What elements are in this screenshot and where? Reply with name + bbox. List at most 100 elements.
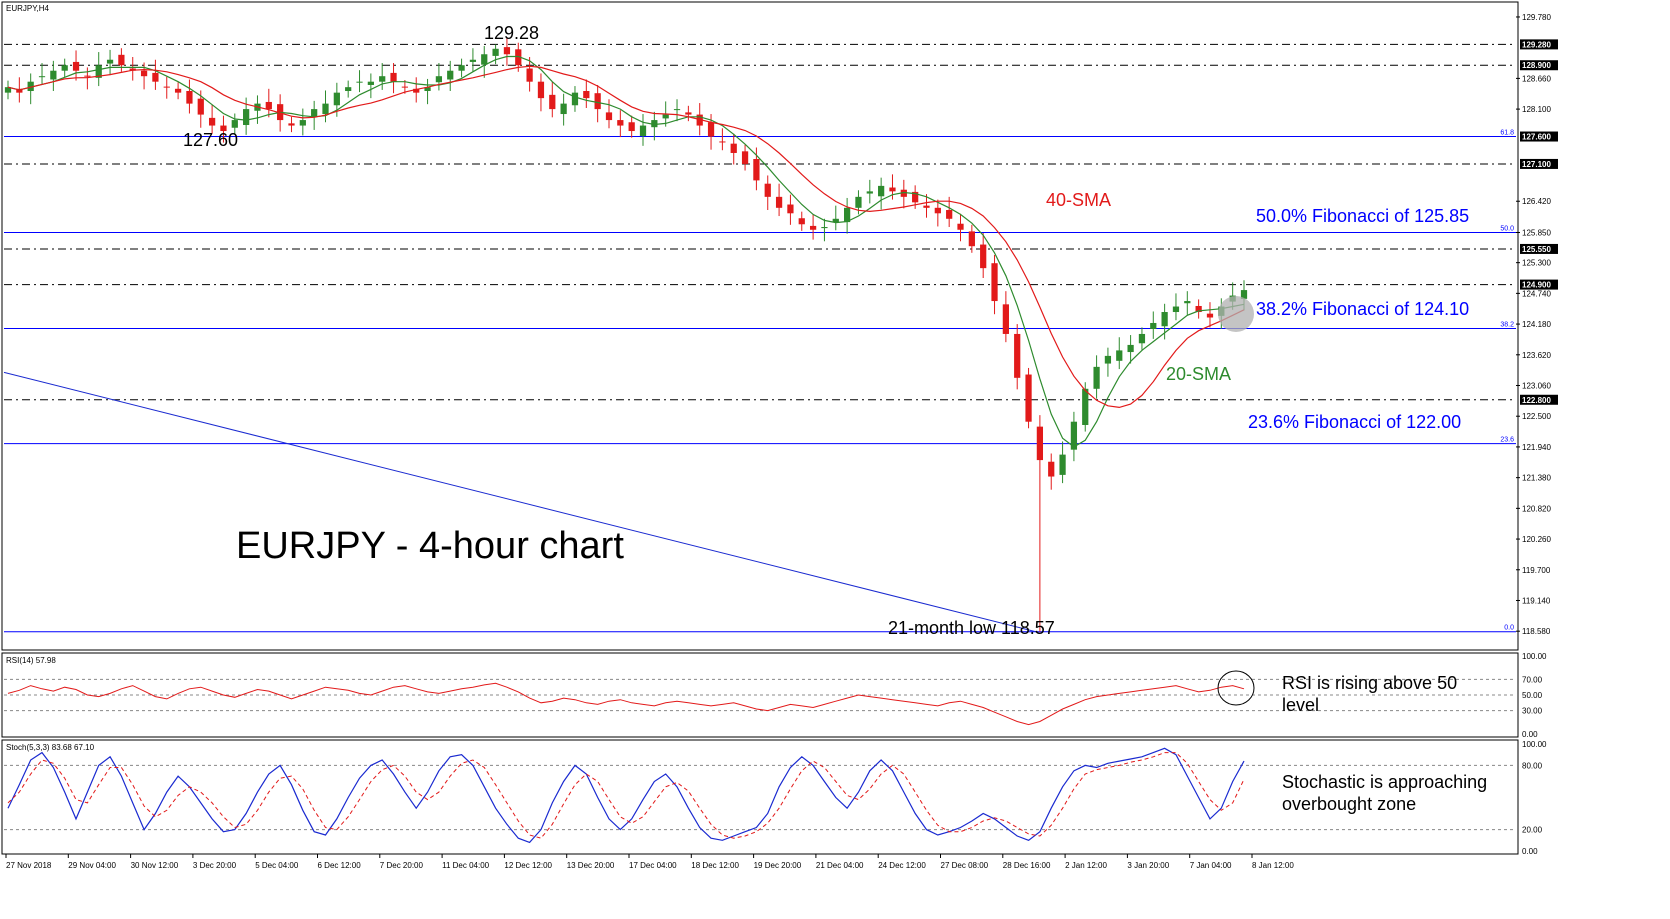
candle-body-19 [220, 125, 227, 132]
candle-body-88 [1002, 304, 1009, 334]
price-tick-10: 125.300 [1522, 259, 1551, 268]
price-tick-8: 125.850 [1522, 228, 1551, 237]
candle-body-82 [934, 207, 941, 214]
candle-body-66 [753, 159, 760, 181]
stoch-annotation-line2: overbought zone [1282, 794, 1416, 814]
price-tick-12: 124.740 [1522, 289, 1551, 298]
time-tick-16: 28 Dec 16:00 [1003, 861, 1051, 870]
candle-body-62 [707, 122, 715, 137]
stoch-tick-2: 20.00 [1522, 826, 1543, 835]
time-tick-5: 6 Dec 12:00 [318, 861, 362, 870]
time-tick-14: 24 Dec 12:00 [878, 861, 926, 870]
candle-body-70 [798, 218, 805, 225]
time-tick-7: 11 Dec 04:00 [442, 861, 490, 870]
candle-body-18 [208, 117, 216, 126]
time-tick-0: 27 Nov 2018 [6, 861, 52, 870]
candle-body-27 [311, 109, 318, 117]
candle-body-83 [946, 210, 953, 219]
candle-body-95 [1082, 388, 1089, 425]
price-tag-16: 122.800 [1522, 396, 1551, 405]
candle-body-67 [764, 183, 771, 197]
candle-body-94 [1070, 421, 1078, 450]
candle-body-45 [515, 49, 522, 66]
sma20-label: 20-SMA [1166, 364, 1231, 384]
stoch-header: Stoch(5,3,3) 83.68 67.10 [6, 743, 95, 752]
candle-body-21 [243, 109, 250, 126]
candle-body-55 [628, 122, 635, 132]
stoch-tick-3: 0.00 [1522, 847, 1538, 856]
candle-body-32 [367, 81, 374, 85]
time-tick-9: 13 Dec 20:00 [567, 861, 615, 870]
trendline-group [3, 371, 1037, 633]
price-tick-7: 126.420 [1522, 197, 1551, 206]
stoch-panel-frame [1, 739, 1519, 855]
candle-body-103 [1172, 306, 1180, 313]
time-tick-6: 7 Dec 20:00 [380, 861, 424, 870]
candle-body-2 [27, 81, 34, 92]
candle-body-41 [469, 59, 477, 62]
candle-body-87 [991, 263, 998, 302]
candle-body-72 [821, 227, 828, 229]
price-tick-15: 123.060 [1522, 382, 1551, 391]
price-tag-bg-6 [1520, 158, 1558, 169]
time-tick-4: 5 Dec 04:00 [255, 861, 299, 870]
low-label-12760: 127.60 [183, 130, 238, 150]
candle-body-10 [118, 54, 125, 66]
candle-body-98 [1116, 350, 1123, 361]
candle-body-35 [401, 86, 408, 88]
candle-body-5 [61, 65, 68, 71]
price-tick-17: 122.500 [1522, 412, 1551, 421]
rsi-tick-1: 70.00 [1522, 675, 1543, 684]
candle-body-12 [140, 70, 148, 77]
time-tick-10: 17 Dec 04:00 [629, 861, 677, 870]
candle-body-8 [95, 65, 102, 78]
fibonacci-lines: 50.0 38.2 23.6 61.8 0.0 [4, 130, 1516, 633]
price-axis: 129.780 129.280 128.900 128.660 128.100 127.6… [1516, 13, 1558, 636]
time-tick-12: 19 Dec 20:00 [754, 861, 802, 870]
candle-body-92 [1048, 461, 1055, 477]
candle-body-58 [662, 114, 669, 119]
price-tag-5: 127.600 [1522, 133, 1551, 142]
rsi-panel-frame [1, 652, 1519, 738]
time-tick-3: 3 Dec 20:00 [193, 861, 237, 870]
candle-body-30 [345, 87, 352, 92]
fib-tag-3: 61.8 [1500, 130, 1514, 137]
rsi-annotation-line1: RSI is rising above 50 [1282, 673, 1457, 693]
candle-body-16 [186, 91, 193, 104]
candle-body-20 [231, 120, 238, 128]
candle-body-34 [390, 72, 397, 82]
sma40-label: 40-SMA [1046, 190, 1111, 210]
price-tick-3: 128.660 [1522, 74, 1551, 83]
candle-body-54 [617, 120, 624, 126]
time-tick-1: 29 Nov 04:00 [68, 861, 116, 870]
candle-body-79 [900, 189, 907, 197]
stoch-group: 100.00 80.00 20.00 0.00 [4, 740, 1547, 856]
price-tick-18: 121.940 [1522, 443, 1551, 452]
fib-tag-4: 0.0 [1504, 625, 1514, 632]
rsi-tick-4: 0.00 [1522, 730, 1538, 739]
sma40-line [7, 65, 1245, 409]
symbol-label: EURJPY,H4 [6, 4, 50, 13]
candle-body-17 [197, 98, 204, 115]
price-tick-21: 120.260 [1522, 535, 1551, 544]
sma-lines [7, 55, 1245, 448]
time-tick-15: 27 Dec 08:00 [941, 861, 989, 870]
candle-body-84 [957, 223, 964, 230]
chart-title: EURJPY - 4-hour chart [236, 525, 624, 567]
rsi-group: 100.00 70.00 50.00 30.00 0.00 [4, 652, 1547, 739]
candle-body-59 [673, 109, 681, 111]
time-tick-11: 18 Dec 12:00 [691, 861, 739, 870]
crossover-highlight [1218, 296, 1254, 332]
candle-body-42 [481, 54, 488, 65]
stoch-tick-1: 80.00 [1522, 761, 1543, 770]
candle-body-104 [1184, 301, 1191, 304]
sma20-line [7, 55, 1245, 448]
candle-body-57 [651, 120, 658, 128]
candle-body-38 [435, 76, 443, 83]
candle-body-3 [38, 76, 46, 78]
candle-body-60 [685, 112, 692, 115]
candle-body-15 [174, 88, 182, 93]
candle-body-0 [4, 87, 12, 93]
low-label-21-month: 21-month low 118.57 [888, 618, 1055, 638]
candle-body-44 [503, 47, 511, 55]
